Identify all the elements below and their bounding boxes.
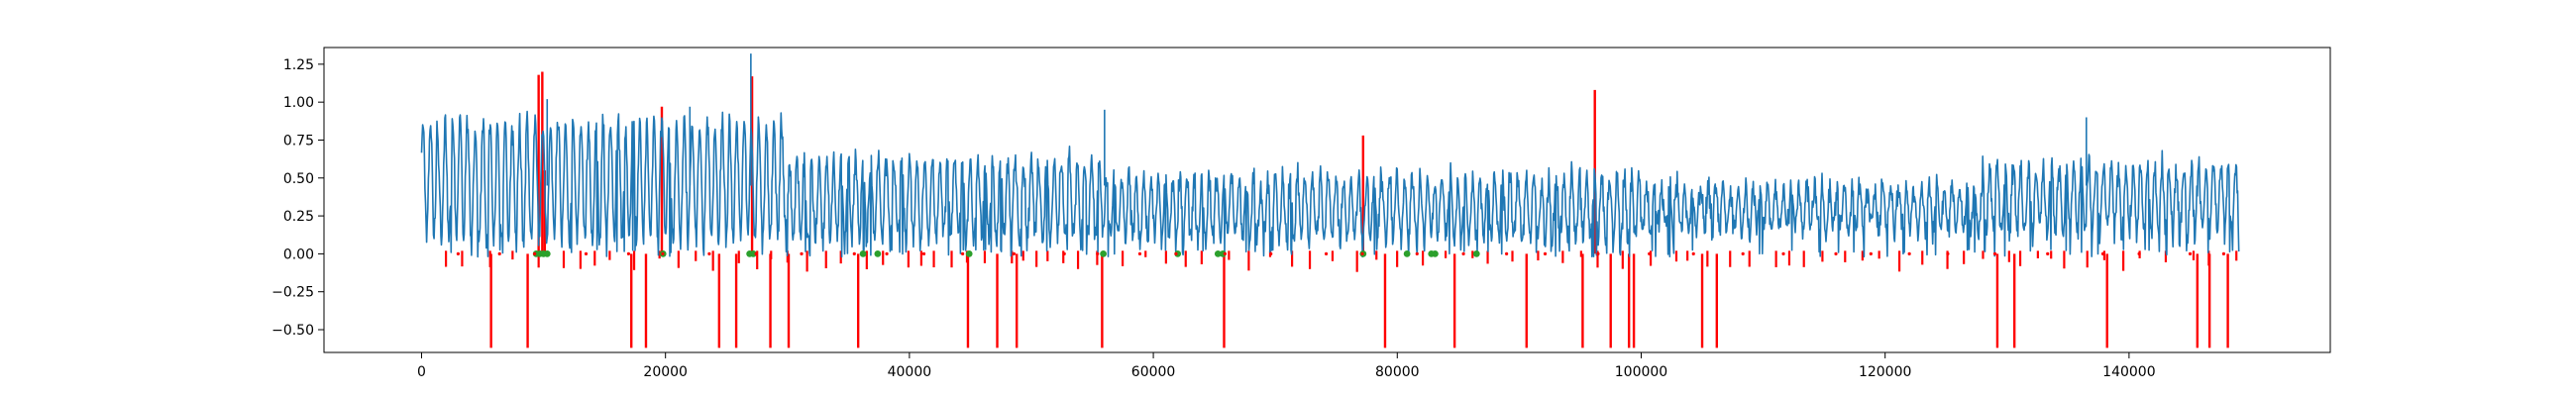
baseline-dot: [1992, 251, 1997, 255]
baseline-dot: [1907, 251, 1911, 255]
y-tick-label: 0.25: [283, 209, 314, 225]
baseline-dot: [1781, 251, 1785, 255]
x-tick-label: 20000: [643, 364, 688, 380]
dip-series: [445, 250, 2238, 272]
x-tick-label: 140000: [2102, 364, 2155, 380]
baseline-dot: [1096, 251, 1100, 255]
x-tick-label: 120000: [1859, 364, 1911, 380]
x-tick-label: 100000: [1615, 364, 1667, 380]
marker-point: [749, 249, 757, 257]
baseline-dot: [852, 251, 856, 255]
baseline-dot: [1834, 251, 1838, 255]
marker-point: [1214, 249, 1222, 257]
baseline-dot: [1324, 251, 1329, 255]
baseline-dot: [2188, 251, 2193, 255]
baseline-dot: [1012, 251, 1017, 255]
baseline-dot: [1691, 251, 1695, 255]
baseline-dot: [707, 251, 711, 255]
baseline-dot: [1505, 251, 1509, 255]
baseline-dot: [1596, 251, 1600, 255]
plot-area: [420, 53, 2240, 348]
baseline-dot: [1415, 251, 1419, 255]
marker-point: [543, 249, 551, 257]
signal-line: [420, 110, 2240, 258]
y-tick-label: 0.75: [283, 133, 314, 148]
y-tick-label: 0.00: [283, 247, 314, 262]
baseline-dot: [1869, 251, 1873, 255]
baseline-dot: [2137, 251, 2141, 255]
baseline-dot: [961, 251, 965, 255]
baseline-dot: [1946, 251, 1950, 255]
baseline-dot: [1360, 251, 1364, 255]
baseline-dot: [584, 251, 589, 255]
baseline-dot: [533, 251, 537, 255]
marker-point: [1100, 249, 1108, 257]
marker-point: [1219, 249, 1227, 257]
y-tick-label: 0.50: [283, 171, 314, 187]
marker-point: [1472, 249, 1480, 257]
x-tick-label: 80000: [1375, 364, 1420, 380]
axes-frame: [323, 47, 2331, 353]
marker-point: [1403, 249, 1411, 257]
baseline-dot: [800, 251, 804, 255]
x-axis: 0 20000 40000 60000 80000 100000 120000 140000: [417, 352, 2156, 380]
baseline-dot: [754, 251, 758, 255]
baseline-dot: [1174, 251, 1178, 255]
baseline-dot: [1741, 251, 1745, 255]
baseline-dot: [456, 251, 461, 255]
y-axis: −0.50 −0.25 0.00 0.25 0.50 0.75 1.00 1.25: [271, 57, 324, 339]
baseline-dot: [2100, 251, 2105, 255]
baseline-dot: [1543, 251, 1548, 255]
baseline-dot: [2221, 251, 2226, 255]
baseline-dot: [1223, 251, 1227, 255]
y-tick-label: −0.50: [271, 323, 314, 339]
marker-point: [1432, 249, 1439, 257]
baseline-dot: [1461, 251, 1465, 255]
baseline-dot: [1137, 251, 1142, 255]
y-tick-label: 1.00: [283, 95, 314, 111]
baseline-dot: [1062, 251, 1066, 255]
baseline-dot: [885, 251, 889, 255]
baseline-dot: [1269, 251, 1273, 255]
marker-point: [859, 249, 867, 257]
y-tick-label: −0.25: [271, 285, 314, 301]
marker-point: [1174, 249, 1182, 257]
marker-point: [965, 249, 973, 257]
marker-point: [874, 249, 882, 257]
baseline-dot: [497, 251, 501, 255]
baseline-dot: [921, 251, 926, 255]
baseline-dot: [1648, 251, 1652, 255]
y-tick-label: 1.25: [283, 57, 314, 73]
baseline-dot: [626, 251, 631, 255]
x-tick-label: 0: [417, 364, 426, 380]
x-tick-label: 60000: [1131, 364, 1176, 380]
baseline-dot: [661, 251, 665, 255]
marker-series: [456, 249, 2226, 257]
x-tick-label: 40000: [888, 364, 932, 380]
baseline-dot: [2046, 251, 2050, 255]
